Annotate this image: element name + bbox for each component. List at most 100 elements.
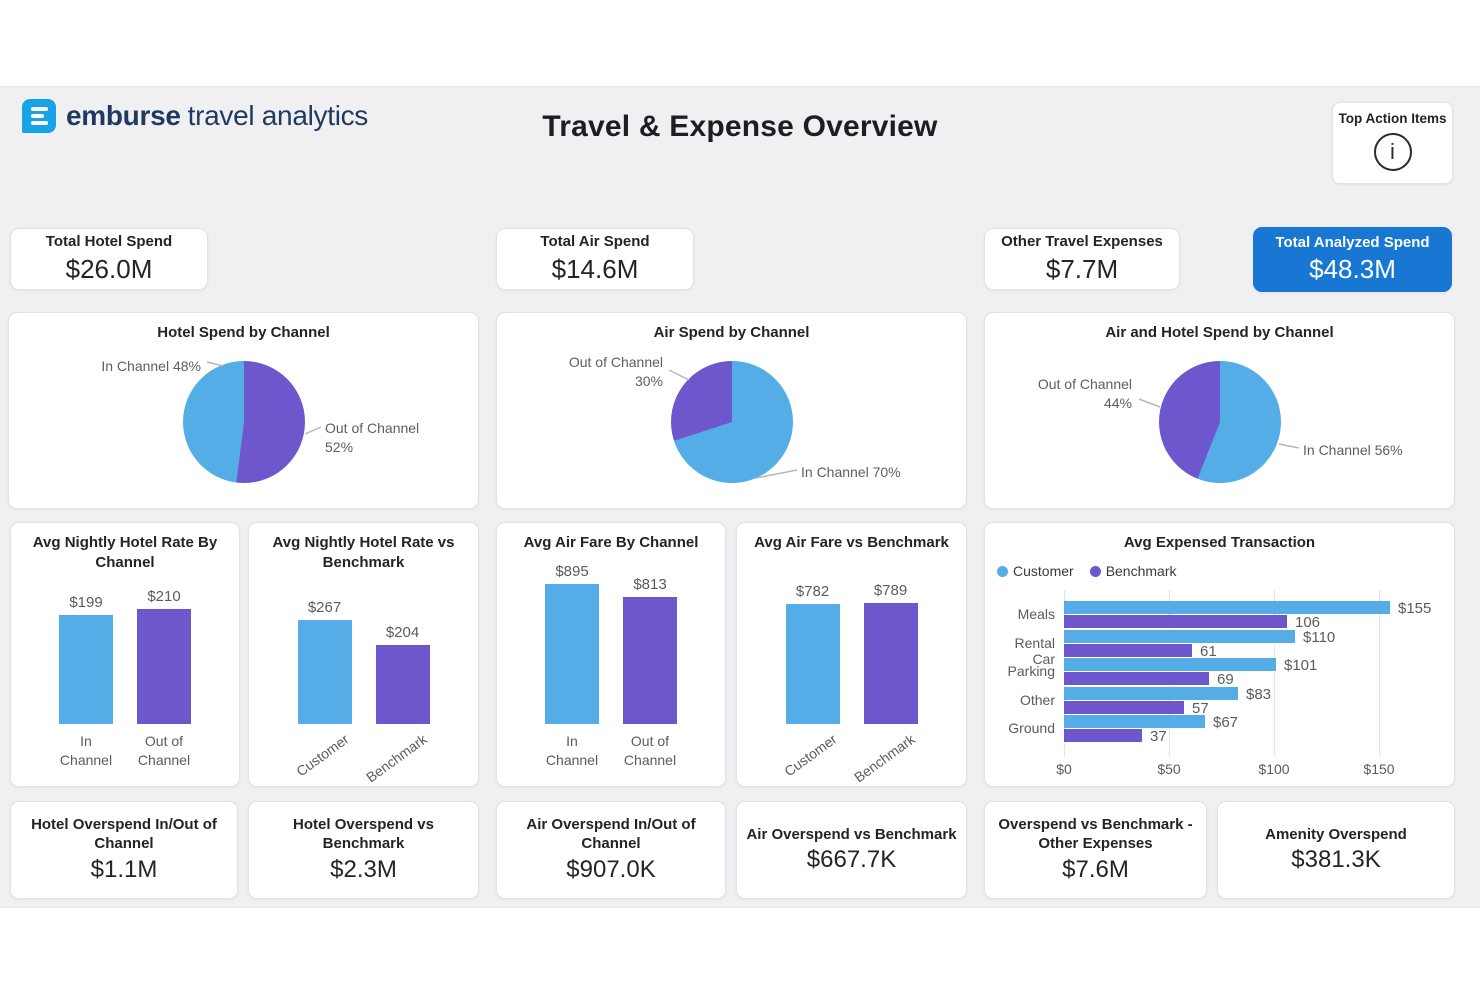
bar-benchmark-rental-car[interactable] <box>1064 643 1192 657</box>
bar-category-axis: In Channel Out of Channel <box>497 726 725 780</box>
bar-value-label: $67 <box>1213 714 1239 732</box>
pie-plot-area: Out of Channel 44% In Channel 56% <box>985 313 1454 508</box>
bar-value-label: $267 <box>307 599 342 616</box>
bar-benchmark-other[interactable] <box>1064 700 1184 714</box>
brand-text: emburse travel analytics <box>66 100 368 132</box>
pie-callout-in-channel: In Channel 48% <box>101 357 201 376</box>
bar-value-label: $210 <box>147 588 181 605</box>
bar-in-channel[interactable] <box>59 615 113 724</box>
gridline <box>1379 591 1380 755</box>
bar-customer[interactable] <box>297 620 352 724</box>
category-label-cell: Customer <box>293 726 352 780</box>
pie-callout-text: Out of Channel <box>568 354 663 370</box>
chart-card-avg-expensed-transaction: Avg Expensed Transaction Customer Benchm… <box>984 522 1455 787</box>
emburse-logo-icon <box>22 99 56 133</box>
kpi-label: Hotel Overspend vs Benchmark <box>293 816 434 852</box>
pie-callout-text: 44% <box>1103 394 1132 411</box>
chart-title: Hotel Spend by Channel <box>157 324 330 341</box>
chart-title: Avg Expensed Transaction <box>1123 534 1316 551</box>
pie-hotel-spend[interactable] <box>183 361 305 483</box>
kpi-card-total-air-spend: Total Air Spend $14.6M <box>496 228 694 290</box>
chart-card-avg-air-fare-vs-benchmark: Avg Air Fare vs Benchmark $782 $789 Custo… <box>736 522 967 787</box>
kpi-label: Air Overspend vs Benchmark <box>746 825 957 843</box>
bar-customer-parking[interactable] <box>1064 658 1276 672</box>
pie-callout-text: Out of Channel <box>325 420 420 436</box>
category-label: Customer <box>292 730 352 780</box>
kpi-card-air-overspend-in-out-of-channel: Air Overspend In/Out of Channel $907.0K <box>496 801 726 899</box>
top-action-items-card: Top Action Items i <box>1332 102 1453 184</box>
bar-out-of-channel[interactable] <box>137 609 191 724</box>
pie-air-hotel-spend[interactable] <box>1159 361 1281 483</box>
category-label-cell: Benchmark <box>851 726 918 786</box>
category-label-cell: In Channel <box>59 733 113 768</box>
kpi-card-total-hotel-spend: Total Hotel Spend $26.0M <box>10 228 208 290</box>
pie-plot-area: Out of Channel 30% In Channel 70% <box>497 313 966 508</box>
bar-benchmark-meals[interactable] <box>1064 615 1287 628</box>
bar-column: $267 <box>297 599 352 724</box>
bar-value-label: 69 <box>1217 671 1234 689</box>
kpi-value: $1.1M <box>90 855 158 883</box>
chart-card-avg-air-fare-by-channel: Avg Air Fare By Channel $895 $813 In Chan… <box>496 522 726 787</box>
brand-bold: emburse <box>66 100 181 131</box>
category-label: Meals <box>1017 606 1055 622</box>
category-label: Ground <box>1008 720 1055 737</box>
kpi-label: Total Hotel Spend <box>45 233 173 251</box>
kpi-value: $14.6M <box>551 253 639 284</box>
pie-air-spend[interactable] <box>671 361 793 483</box>
emburse-logo: emburse travel analytics <box>22 99 368 133</box>
kpi-card-hotel-overspend-vs-benchmark: Hotel Overspend vs Benchmark $2.3M <box>248 801 479 899</box>
brand-light: travel analytics <box>187 100 369 131</box>
category-label-cell: In Channel <box>545 733 599 768</box>
gridline <box>1274 591 1275 755</box>
bar-customer-rental-car[interactable] <box>1064 629 1295 643</box>
bar-benchmark-parking[interactable] <box>1064 672 1209 686</box>
chart-title: Avg Nightly Hotel Rate By Channel <box>32 534 218 571</box>
chart-title: Avg Air Fare vs Benchmark <box>754 534 949 551</box>
kpi-value: $381.3K <box>1291 846 1381 874</box>
kpi-value: $2.3M <box>330 855 397 883</box>
bar-plot-area: $199 $210 <box>11 588 239 724</box>
category-label: Benchmark <box>362 730 430 786</box>
bar-customer-meals[interactable] <box>1064 601 1390 614</box>
info-icon[interactable]: i <box>1373 133 1412 171</box>
bar-customer-ground[interactable] <box>1064 715 1205 729</box>
x-axis-tick-label: $150 <box>1363 761 1395 777</box>
category-label-cell: Customer <box>781 726 840 780</box>
category-label-cell: Benchmark <box>363 726 430 786</box>
bar-in-channel[interactable] <box>545 584 599 724</box>
legend-item-benchmark[interactable]: Benchmark <box>1089 563 1177 579</box>
pie-callout-text: In Channel 48% <box>101 358 201 374</box>
legend-item-customer[interactable]: Customer <box>997 563 1074 579</box>
kpi-card-total-analyzed-spend: Total Analyzed Spend $48.3M <box>1253 227 1452 292</box>
kpi-label: Other Travel Expenses <box>1001 233 1163 251</box>
bar-customer-other[interactable] <box>1064 686 1238 700</box>
bar-column: $782 <box>785 583 840 724</box>
kpi-label: Total Air Spend <box>540 233 650 251</box>
kpi-card-air-overspend-vs-benchmark: Air Overspend vs Benchmark $667.7K <box>736 801 967 899</box>
bar-plot-area: $267 $204 <box>249 599 478 724</box>
x-axis-tick-label: $50 <box>1157 761 1181 777</box>
pie-callout-text: 52% <box>325 438 354 455</box>
category-label: Customer <box>780 730 840 780</box>
bar-benchmark[interactable] <box>863 603 918 724</box>
bar-benchmark[interactable] <box>375 645 430 724</box>
bar-customer[interactable] <box>785 604 840 724</box>
kpi-label: Air Overspend In/Out of Channel <box>526 816 696 852</box>
legend-label: Benchmark <box>1105 563 1177 579</box>
bar-value-label: $789 <box>873 582 908 599</box>
bar-out-of-channel[interactable] <box>623 597 677 724</box>
page-title: Travel & Expense Overview <box>542 110 938 143</box>
category-label-cell: Out of Channel <box>137 733 191 768</box>
chart-card-hotel-spend-by-channel: Hotel Spend by Channel In Channel 48% Ou… <box>8 312 479 509</box>
bar-column: $813 <box>623 576 677 724</box>
category-label: Rental Car <box>1014 634 1055 667</box>
bar-column: $204 <box>375 624 430 724</box>
chart-title: Avg Nightly Hotel Rate vs Benchmark <box>272 534 455 571</box>
category-label: Other <box>1019 691 1055 708</box>
bar-plot-area: $895 $813 <box>497 563 725 724</box>
kpi-card-other-travel-expenses: Other Travel Expenses $7.7M <box>984 228 1180 290</box>
pie-callout-text: Out of Channel <box>1037 376 1132 392</box>
bar-value-label: 57 <box>1192 699 1209 717</box>
bar-value-label: $110 <box>1303 628 1336 646</box>
bar-benchmark-ground[interactable] <box>1064 729 1142 743</box>
